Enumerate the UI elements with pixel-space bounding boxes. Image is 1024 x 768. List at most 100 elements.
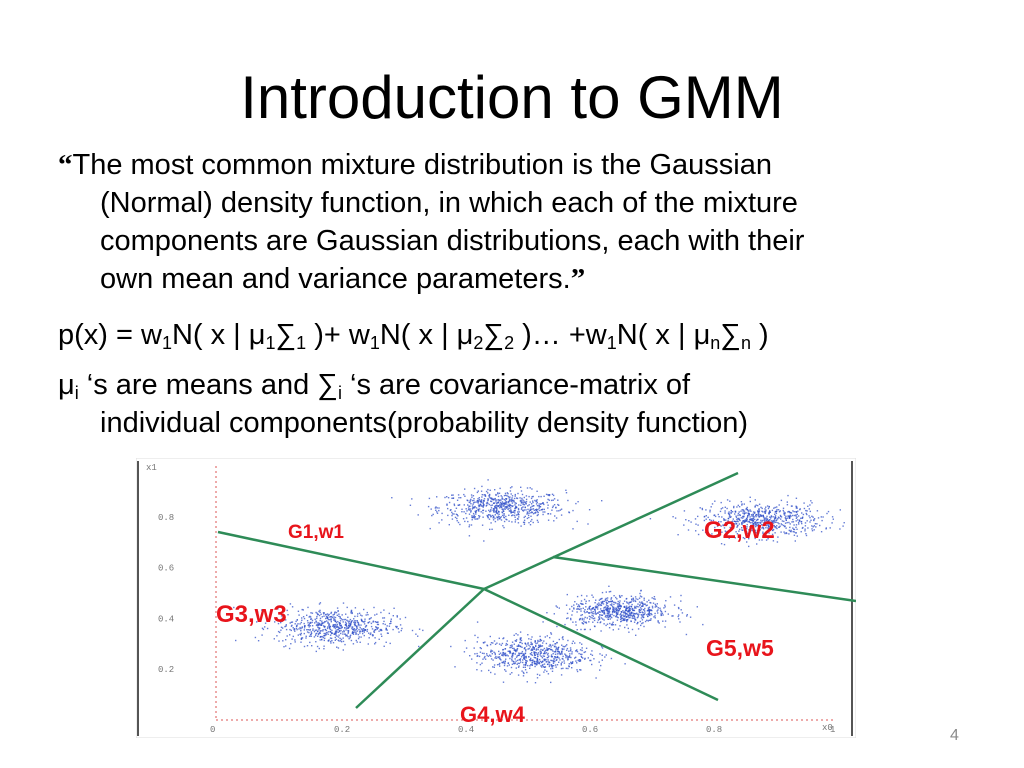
data-point bbox=[745, 507, 748, 510]
data-point bbox=[482, 502, 484, 504]
data-point bbox=[535, 652, 538, 654]
data-point bbox=[472, 516, 474, 519]
data-point bbox=[501, 508, 503, 510]
data-point bbox=[385, 629, 387, 631]
data-point bbox=[613, 603, 615, 606]
data-point bbox=[356, 615, 359, 617]
data-point bbox=[333, 633, 336, 635]
data-point bbox=[708, 522, 710, 524]
data-point bbox=[480, 501, 482, 504]
data-point bbox=[598, 599, 601, 601]
data-point bbox=[617, 606, 619, 608]
data-point bbox=[418, 628, 421, 630]
data-point bbox=[610, 600, 612, 603]
y-tick-label: 0.8 bbox=[158, 513, 174, 523]
data-point bbox=[498, 656, 501, 658]
data-point bbox=[801, 512, 803, 514]
data-point bbox=[535, 509, 538, 511]
data-point bbox=[510, 510, 512, 512]
data-point bbox=[310, 635, 312, 637]
data-point bbox=[515, 502, 517, 505]
data-point bbox=[778, 511, 781, 513]
data-point bbox=[393, 607, 395, 609]
data-point bbox=[521, 507, 523, 509]
data-point bbox=[605, 601, 608, 603]
data-point bbox=[589, 608, 591, 610]
data-point bbox=[322, 630, 324, 632]
data-point bbox=[551, 506, 554, 509]
data-point bbox=[622, 619, 624, 622]
data-point bbox=[474, 653, 476, 655]
data-point bbox=[336, 607, 339, 609]
data-point bbox=[601, 614, 604, 616]
data-point bbox=[361, 620, 363, 622]
data-point bbox=[555, 646, 557, 648]
data-point bbox=[646, 604, 648, 606]
data-point bbox=[581, 603, 583, 605]
data-point bbox=[662, 620, 664, 622]
data-point bbox=[514, 502, 516, 504]
data-point bbox=[529, 665, 531, 667]
data-point bbox=[776, 508, 778, 511]
data-point bbox=[377, 623, 380, 626]
data-point bbox=[707, 516, 709, 519]
data-point bbox=[327, 640, 330, 642]
data-point bbox=[748, 514, 750, 516]
data-point bbox=[565, 655, 567, 657]
data-point bbox=[358, 628, 360, 631]
cluster-label-g1: G1,w1 bbox=[288, 522, 344, 543]
data-point bbox=[590, 609, 592, 611]
data-point bbox=[534, 654, 536, 656]
data-point bbox=[685, 633, 688, 636]
data-point bbox=[301, 617, 303, 619]
data-point bbox=[471, 658, 473, 660]
data-point bbox=[724, 534, 726, 536]
data-point bbox=[515, 649, 517, 651]
data-point bbox=[633, 609, 636, 612]
data-point bbox=[609, 622, 611, 625]
data-point bbox=[754, 529, 757, 531]
data-point bbox=[467, 520, 469, 523]
data-point bbox=[575, 656, 577, 658]
data-point bbox=[504, 652, 507, 654]
data-point bbox=[306, 631, 309, 633]
data-point bbox=[600, 608, 602, 610]
data-point bbox=[825, 528, 827, 530]
data-point bbox=[761, 527, 763, 529]
data-point bbox=[323, 635, 326, 637]
data-point bbox=[615, 610, 618, 612]
data-point bbox=[628, 603, 630, 605]
data-point bbox=[496, 504, 498, 506]
data-point bbox=[749, 500, 751, 503]
data-point bbox=[736, 525, 739, 527]
data-point bbox=[811, 530, 814, 532]
data-point bbox=[556, 510, 558, 512]
data-point bbox=[754, 524, 757, 526]
data-point bbox=[813, 519, 815, 521]
data-point bbox=[566, 655, 568, 657]
data-point bbox=[525, 657, 527, 659]
data-point bbox=[717, 513, 719, 516]
data-point bbox=[374, 629, 377, 631]
formula-part: )+ w bbox=[306, 319, 370, 351]
data-point bbox=[361, 629, 364, 631]
data-point bbox=[469, 499, 471, 502]
data-point bbox=[333, 619, 335, 621]
data-point bbox=[376, 613, 378, 615]
data-point bbox=[489, 514, 492, 516]
data-point bbox=[775, 519, 777, 522]
data-point bbox=[399, 618, 401, 620]
data-point bbox=[380, 611, 382, 614]
data-point bbox=[315, 633, 317, 635]
data-point bbox=[319, 632, 321, 634]
data-point bbox=[285, 628, 288, 631]
data-point bbox=[757, 512, 759, 514]
data-point bbox=[589, 605, 591, 607]
data-point bbox=[766, 515, 768, 518]
data-point bbox=[469, 505, 471, 507]
data-point bbox=[317, 627, 320, 629]
data-point bbox=[750, 519, 752, 521]
data-point bbox=[332, 614, 334, 616]
data-point bbox=[520, 525, 522, 527]
data-point bbox=[588, 621, 590, 623]
